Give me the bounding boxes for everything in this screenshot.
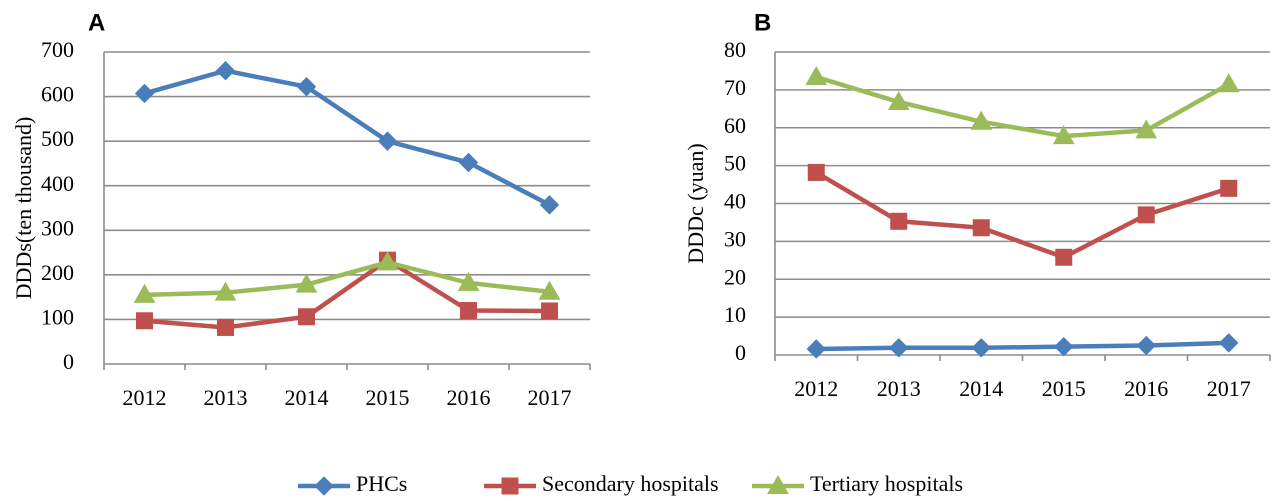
panel-b-series-line-tertiary-hospitals [815, 74, 1230, 139]
panel-a-series-phcs [134, 61, 560, 215]
panel-b-x-tick-label: 2014 [959, 376, 1003, 401]
panel-a-data-point-tertiary-hospitals [376, 251, 399, 271]
panel-b-chart: B 0 10 20 30 40 50 60 70 80 2012 2013 2014 2015 2016 20… [683, 9, 1271, 401]
legend-marker-phcs [314, 476, 334, 496]
panel-b-x-tick-label: 2012 [794, 376, 838, 401]
panel-b-series-secondary-hospitals [807, 163, 1238, 266]
panel-a-data-point-phcs [296, 77, 317, 97]
panel-a-y-tick-label: 400 [41, 171, 74, 196]
panel-a-x-tick-label: 2015 [366, 385, 410, 410]
panel-b-series-line-secondary-hospitals [815, 170, 1230, 260]
panel-a-series-tertiary-hospitals [133, 251, 561, 303]
panel-a-data-point-phcs [539, 195, 560, 215]
panel-b-data-point-tertiary-hospitals [805, 65, 828, 85]
panel-a-y-tick-label: 300 [41, 215, 74, 240]
panel-a-series-secondary-hospitals [136, 251, 558, 336]
panel-b-data-point-secondary-hospitals [890, 212, 908, 230]
panel-a-data-point-tertiary-hospitals [538, 280, 561, 300]
legend-item-secondary-hospitals: Secondary hospitals [484, 471, 719, 496]
panel-b-data-point-tertiary-hospitals [887, 90, 910, 110]
panel-b-data-point-secondary-hospitals [807, 163, 825, 181]
panel-a-data-point-tertiary-hospitals [295, 273, 318, 293]
panel-b-series-phcs [806, 333, 1239, 359]
panel-a-y-tick-label: 600 [41, 82, 74, 107]
panel-b-data-point-phcs [971, 338, 991, 358]
panel-a-data-point-secondary-hospitals [217, 318, 234, 336]
panel-a-data-point-phcs [458, 152, 479, 173]
legend-label-secondary-hospitals: Secondary hospitals [542, 471, 719, 496]
panel-a-y-tick-label: 200 [41, 260, 74, 285]
panel-b-y-tick-label: 10 [724, 302, 746, 327]
panel-b-data-point-secondary-hospitals [1137, 206, 1155, 224]
panel-a-data-point-phcs [377, 131, 398, 151]
legend-label-phcs: PHCs [356, 471, 407, 496]
panel-b-x-tick-label: 2015 [1042, 376, 1086, 401]
panel-a-y-tick-label: 700 [41, 37, 74, 62]
panel-b-x-tick-label: 2016 [1124, 376, 1168, 401]
panel-a-data-point-secondary-hospitals [541, 302, 558, 320]
panel-b-data-point-secondary-hospitals [1055, 248, 1073, 266]
panel-a-data-point-tertiary-hospitals [133, 283, 156, 303]
panel-b-data-point-tertiary-hospitals [970, 110, 993, 130]
legend: PHCs Secondary hospitals Tertiary hospital… [298, 471, 963, 496]
panel-a-y-tick-label: 0 [63, 349, 74, 374]
legend-label-tertiary-hospitals: Tertiary hospitals [810, 471, 963, 496]
panel-a-chart: A 0 100 200 300 400 500 600 700 2012 2013 2014 2015 2… [11, 9, 591, 410]
panel-a-y-tick-label: 500 [41, 126, 74, 151]
panel-a-data-point-phcs [215, 61, 236, 81]
panel-b-data-point-phcs [1054, 336, 1074, 357]
panel-a-data-point-tertiary-hospitals [457, 271, 480, 291]
panel-b-x-tick-label: 2013 [877, 376, 921, 401]
panel-b-data-point-secondary-hospitals [972, 219, 990, 237]
panel-a-x-tick-label: 2014 [285, 385, 329, 410]
panel-a-letter: A [88, 9, 105, 36]
panel-b-y-tick-label: 30 [724, 226, 746, 251]
legend-marker-tertiary-hospitals [767, 474, 789, 494]
panel-b-y-tick-label: 50 [724, 151, 746, 176]
panel-b-letter: B [754, 9, 771, 36]
panel-a-data-point-tertiary-hospitals [214, 281, 237, 301]
panel-a-series-line-tertiary-hospitals [144, 260, 550, 298]
panel-b-data-point-tertiary-hospitals [1135, 119, 1158, 139]
panel-a-data-point-secondary-hospitals [460, 302, 477, 320]
panel-b-x-tick-label: 2017 [1207, 376, 1251, 401]
panel-b-y-tick-label: 40 [724, 189, 746, 214]
panel-a-x-tick-label: 2013 [204, 385, 248, 410]
panel-a-data-point-secondary-hospitals [298, 308, 315, 326]
panel-b-data-point-phcs [1136, 335, 1156, 356]
panel-b-y-tick-label: 0 [735, 340, 746, 365]
panel-a-y-axis-title: DDDs(ten thousand) [11, 117, 36, 300]
panel-b-y-tick-label: 80 [724, 37, 746, 62]
panel-b-data-point-secondary-hospitals [1220, 179, 1238, 197]
panel-b-y-axis-title: DDDc (yuan) [683, 143, 708, 263]
panel-b-data-point-tertiary-hospitals [1052, 125, 1075, 145]
panel-b-data-point-phcs [889, 338, 909, 358]
panel-b-series-tertiary-hospitals [805, 65, 1240, 145]
legend-item-tertiary-hospitals: Tertiary hospitals [752, 471, 963, 496]
panel-b-data-point-phcs [806, 339, 826, 359]
panel-b-y-tick-label: 20 [724, 264, 746, 289]
panel-a-data-point-phcs [134, 83, 155, 104]
legend-marker-secondary-hospitals [501, 477, 519, 495]
panel-b-y-tick-label: 70 [724, 75, 746, 100]
panel-a-series-line-phcs [143, 68, 551, 207]
panel-a-y-tick-label: 100 [41, 304, 74, 329]
panel-a-x-tick-label: 2017 [528, 385, 572, 410]
panel-a-data-point-secondary-hospitals [136, 312, 153, 330]
panel-a-series-line-secondary-hospitals [144, 257, 550, 330]
panel-b-series-line-phcs [816, 340, 1229, 352]
panel-b-y-tick-label: 60 [724, 113, 746, 138]
panel-a-x-tick-label: 2016 [447, 385, 491, 410]
panel-a-x-tick-label: 2012 [123, 385, 167, 410]
legend-item-phcs: PHCs [298, 471, 407, 496]
panel-b-data-point-phcs [1219, 333, 1239, 353]
panel-b-data-point-tertiary-hospitals [1217, 73, 1240, 93]
